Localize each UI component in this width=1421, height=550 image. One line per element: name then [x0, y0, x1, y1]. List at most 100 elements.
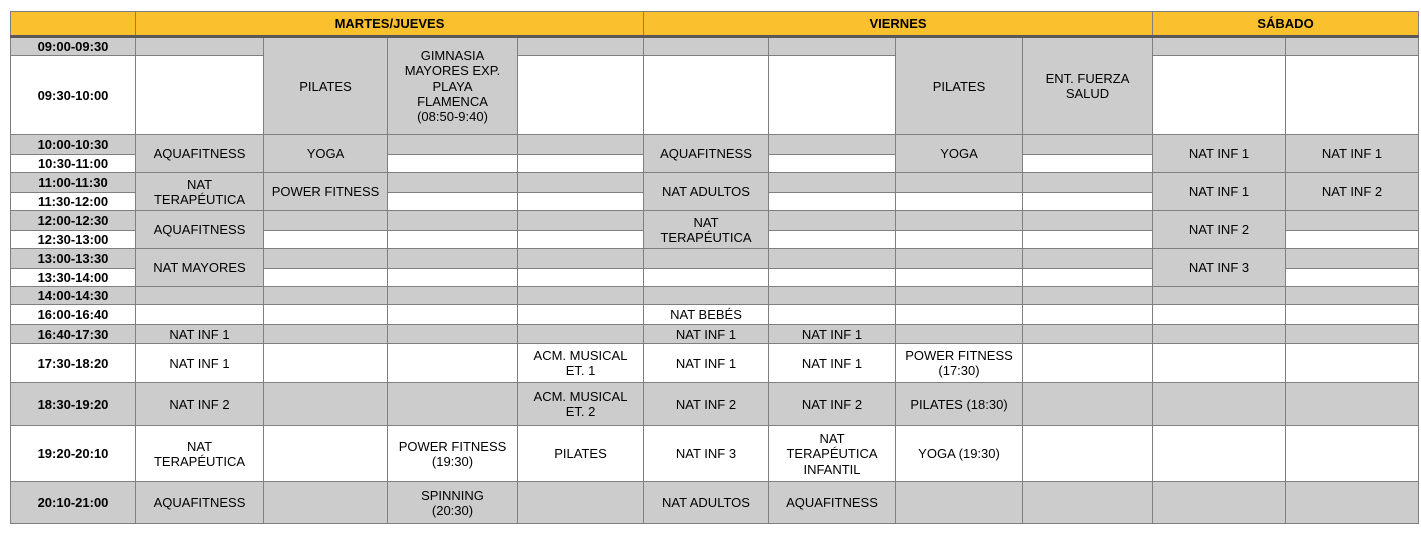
activity-cell: NAT INF 1 — [768, 343, 896, 384]
activity-cell: YOGA — [263, 134, 388, 174]
activity-cell — [895, 172, 1023, 194]
activity-cell — [517, 304, 644, 326]
activity-cell: NAT INF 1 — [1152, 172, 1287, 212]
activity-cell: POWER FITNESS — [263, 172, 388, 212]
activity-cell: NAT INF 2 — [1152, 210, 1287, 250]
activity-cell: NAT INF 3 — [643, 425, 769, 483]
activity-cell — [768, 248, 896, 270]
activity-cell — [643, 248, 769, 270]
activity-cell — [1021, 192, 1154, 212]
activity-cell — [135, 304, 264, 326]
activity-cell — [1285, 286, 1420, 306]
activity-cell — [1152, 425, 1287, 483]
activity-cell: NAT INF 2 — [768, 382, 896, 427]
activity-cell — [517, 192, 644, 212]
activity-cell — [895, 268, 1023, 288]
activity-cell — [895, 324, 1023, 345]
activity-cell: PILATES — [895, 35, 1023, 136]
activity-cell: NAT INF 3 — [1152, 248, 1287, 288]
activity-cell — [1152, 343, 1287, 384]
time-cell: 12:30-13:00 — [10, 230, 136, 250]
activity-cell — [517, 481, 644, 525]
activity-cell — [1285, 230, 1420, 250]
schedule-row: 17:30-18:20 NAT INF 1 ACM. MUSICAL ET. 1 NA… — [10, 343, 1420, 384]
activity-cell — [895, 192, 1023, 212]
activity-cell — [768, 230, 896, 250]
time-cell: 19:20-20:10 — [10, 425, 136, 483]
activity-cell — [895, 210, 1023, 232]
activity-cell: ENT. FUERZA SALUD — [1021, 35, 1154, 136]
schedule-row: 10:30-11:00 — [10, 154, 1419, 174]
activity-cell: NAT MAYORES — [135, 248, 264, 288]
day-group-sabado: SÁBADO — [1152, 11, 1420, 38]
activity-cell — [643, 35, 769, 57]
activity-cell: NAT TERAPÉUTICA — [643, 210, 769, 250]
activity-cell: NAT INF 2 — [135, 382, 264, 427]
schedule-page: MARTES/JUEVES VIERNES SÁBADO 09:00-09:30… — [10, 11, 1420, 525]
activity-cell — [643, 55, 769, 136]
activity-cell — [1285, 481, 1420, 525]
activity-cell: NAT INF 1 — [1152, 134, 1287, 174]
schedule-row: 09:30-10:00 — [10, 55, 1420, 136]
activity-cell — [1021, 286, 1154, 306]
activity-cell — [895, 481, 1023, 525]
activity-cell — [387, 134, 518, 156]
schedule-row: 19:20-20:10 NAT TERAPÉUTICA POWER FITNESS … — [10, 425, 1420, 483]
activity-cell — [1285, 304, 1420, 326]
day-group-martes-jueves: MARTES/JUEVES — [135, 11, 644, 38]
activity-cell — [768, 134, 896, 156]
activity-cell — [895, 248, 1023, 270]
activity-cell: NAT BEBÉS — [643, 304, 769, 326]
activity-cell — [643, 286, 769, 306]
schedule-row: 13:30-14:00 — [10, 268, 1420, 288]
activity-cell — [768, 55, 896, 136]
corner-cell — [10, 11, 136, 38]
activity-cell — [517, 55, 644, 136]
activity-cell — [1152, 35, 1287, 57]
activity-cell — [263, 304, 388, 326]
activity-cell — [768, 268, 896, 288]
activity-cell: NAT TERAPÉUTICA — [135, 172, 264, 212]
activity-cell — [263, 324, 388, 345]
activity-cell — [517, 268, 644, 288]
activity-cell — [387, 192, 518, 212]
activity-cell: GIMNASIA MAYORES EXP. PLAYA FLAMENCA (08… — [387, 35, 518, 136]
activity-cell — [1285, 35, 1420, 57]
schedule-row: 18:30-19:20 NAT INF 2 ACM. MUSICAL ET. 2 NA… — [10, 382, 1420, 427]
activity-cell: AQUAFITNESS — [135, 481, 264, 525]
activity-cell — [135, 55, 264, 136]
activity-cell — [1021, 382, 1154, 427]
activity-cell — [263, 343, 388, 384]
schedule-row: 09:00-09:30 PILATES GIMNASIA MAYORES EXP. … — [10, 35, 1420, 136]
activity-cell — [1021, 210, 1154, 232]
activity-cell — [1285, 343, 1420, 384]
time-cell: 12:00-12:30 — [10, 210, 136, 232]
schedule-row: 16:40-17:30 NAT INF 1 NAT INF 1 NAT INF 1 — [10, 324, 1420, 345]
activity-cell — [263, 210, 388, 232]
activity-cell — [1285, 55, 1420, 136]
activity-cell — [517, 324, 644, 345]
schedule-table: MARTES/JUEVES VIERNES SÁBADO 09:00-09:30… — [10, 11, 1420, 525]
activity-cell — [517, 134, 644, 156]
activity-cell — [1285, 324, 1420, 345]
activity-cell: NAT INF 1 — [643, 324, 769, 345]
activity-cell — [517, 154, 644, 174]
time-cell: 10:00-10:30 — [10, 134, 136, 156]
activity-cell — [517, 248, 644, 270]
activity-cell — [1285, 248, 1420, 270]
activity-cell: PILATES — [517, 425, 644, 483]
activity-cell — [1152, 382, 1287, 427]
activity-cell — [1021, 230, 1154, 250]
time-cell: 13:00-13:30 — [10, 248, 136, 270]
activity-cell — [768, 210, 896, 232]
time-cell: 18:30-19:20 — [10, 382, 136, 427]
time-cell: 14:00-14:30 — [10, 286, 136, 306]
activity-cell — [387, 286, 518, 306]
header-row: MARTES/JUEVES VIERNES SÁBADO — [10, 11, 1420, 38]
activity-cell: NAT ADULTOS — [643, 172, 769, 212]
activity-cell — [768, 286, 896, 306]
activity-cell — [517, 230, 644, 250]
time-cell: 17:30-18:20 — [10, 343, 136, 384]
time-cell: 11:30-12:00 — [10, 192, 136, 212]
activity-cell: NAT INF 1 — [1285, 134, 1420, 174]
